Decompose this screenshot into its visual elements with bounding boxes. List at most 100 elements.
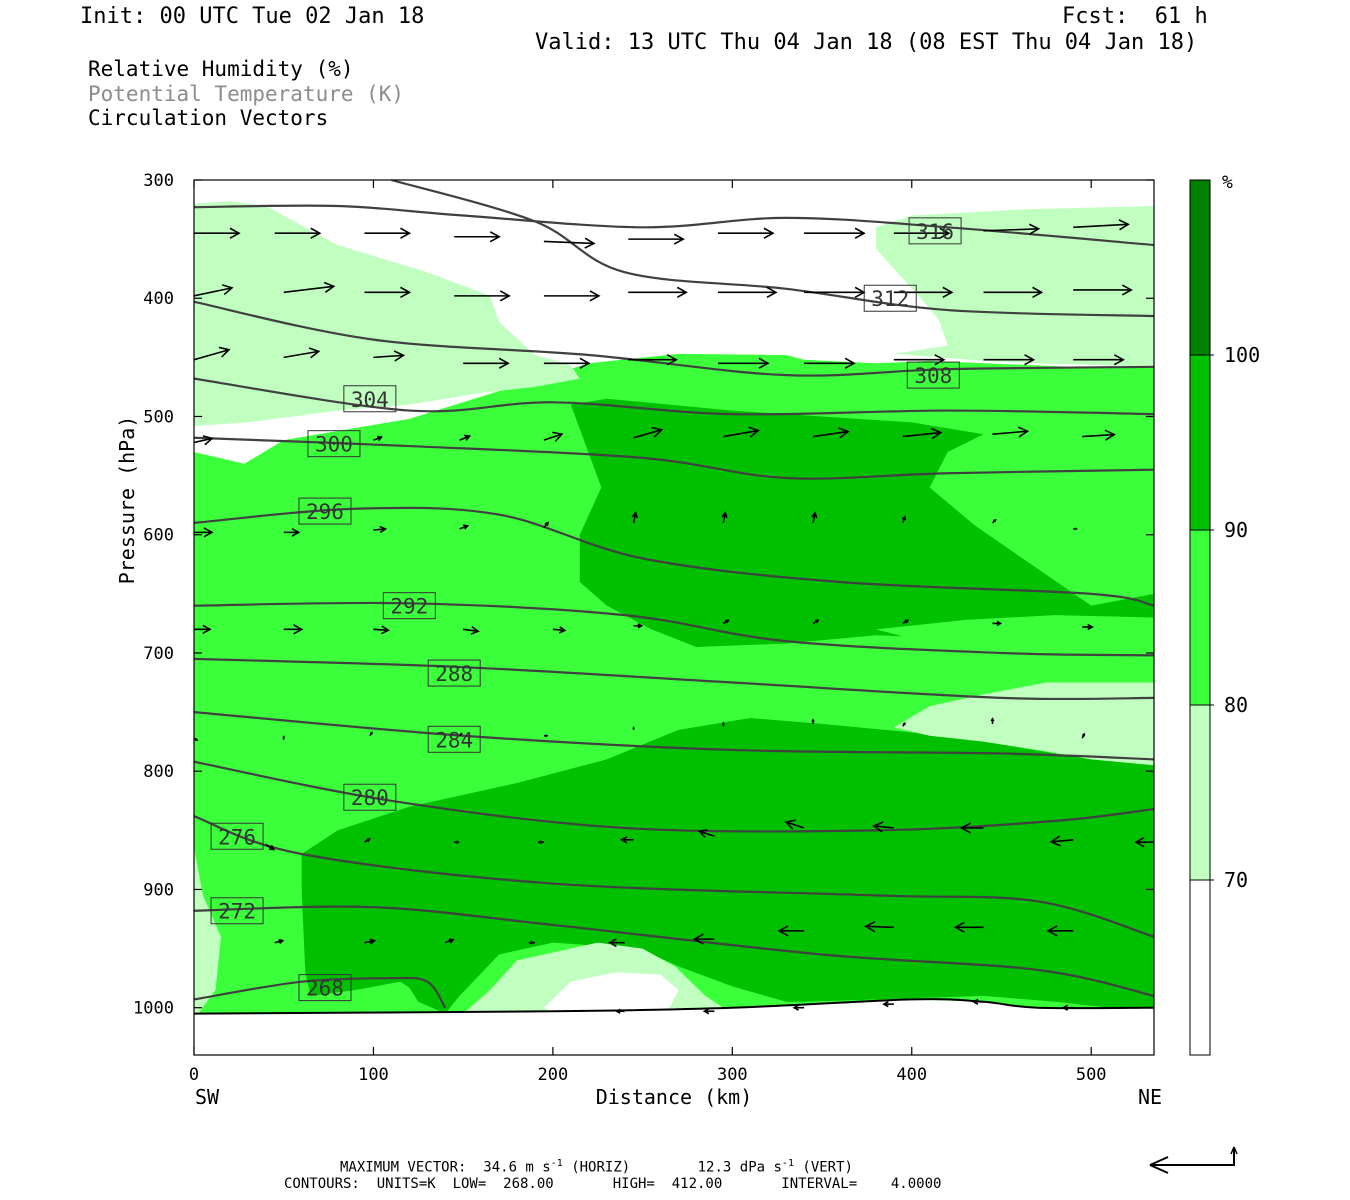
vector-41 bbox=[992, 426, 1030, 438]
vector-45 bbox=[373, 525, 388, 534]
vector-shaft bbox=[865, 925, 894, 929]
vector-40 bbox=[902, 427, 943, 440]
vector-head bbox=[1113, 354, 1125, 366]
y-tick-label: 1000 bbox=[133, 999, 174, 1019]
vector-57 bbox=[463, 626, 480, 635]
init-time-label: Init: 00 UTC Tue 02 Jan 18 bbox=[80, 4, 425, 29]
vector-head bbox=[864, 920, 876, 933]
vector-head bbox=[673, 233, 685, 245]
vector-head bbox=[552, 431, 564, 442]
x-tick-label: 0 bbox=[189, 1065, 199, 1085]
vector-head bbox=[366, 838, 371, 843]
vector-7 bbox=[804, 227, 866, 239]
vector-100 bbox=[882, 1000, 894, 1008]
vector-shaft bbox=[373, 528, 386, 531]
vector-head bbox=[651, 426, 664, 438]
vector-head bbox=[400, 286, 412, 298]
vector-head bbox=[758, 357, 770, 369]
vector-24 bbox=[373, 350, 406, 362]
vector-head bbox=[815, 619, 820, 624]
colorbar-label-90: 90 bbox=[1224, 518, 1248, 542]
vector-28 bbox=[717, 357, 770, 369]
vector-head bbox=[838, 427, 850, 439]
vector-head bbox=[784, 819, 796, 830]
plot-frame bbox=[193, 179, 1155, 1056]
isentrope-292 bbox=[194, 601, 1154, 657]
vector-78 bbox=[454, 840, 460, 844]
vector-86 bbox=[1134, 837, 1154, 848]
colorbar-label-80: 80 bbox=[1224, 693, 1248, 717]
vector-shaft bbox=[463, 628, 479, 633]
vector-shaft bbox=[373, 628, 389, 632]
isentrope-268 bbox=[194, 976, 447, 1009]
vector-head bbox=[1134, 837, 1145, 848]
vector-head bbox=[872, 821, 884, 833]
vector-11 bbox=[194, 284, 234, 297]
vector-shaft bbox=[812, 512, 816, 524]
vector-head bbox=[766, 286, 778, 298]
vector-21 bbox=[1073, 284, 1133, 296]
vector-43 bbox=[194, 527, 214, 538]
vector-head bbox=[537, 840, 542, 845]
rh-title: Relative Humidity (%) bbox=[88, 57, 354, 81]
vector-68 bbox=[459, 732, 463, 737]
vector-98 bbox=[702, 1008, 715, 1015]
vector-shaft bbox=[902, 431, 941, 438]
vector-head bbox=[291, 527, 301, 537]
vector-head bbox=[702, 1008, 710, 1015]
vector-head bbox=[1017, 426, 1030, 438]
vector-49 bbox=[721, 511, 728, 524]
isentrope-label-box-280 bbox=[343, 783, 397, 811]
vector-head bbox=[1081, 732, 1086, 737]
vector-shaft bbox=[1073, 223, 1129, 229]
vector-31 bbox=[983, 354, 1036, 366]
rh-region-80 bbox=[875, 615, 1154, 701]
colorbar-segment-1 bbox=[1190, 355, 1210, 530]
vector-head bbox=[844, 357, 856, 369]
vector-shaft bbox=[632, 512, 637, 524]
vector-8 bbox=[893, 227, 951, 239]
colorbar: 100 90 80 70 bbox=[1189, 179, 1260, 1056]
vector-shaft bbox=[633, 429, 662, 439]
vector-14 bbox=[454, 290, 511, 302]
y-tick-label: 600 bbox=[143, 526, 174, 546]
isentrope-label-box-276 bbox=[210, 822, 264, 850]
vector-head bbox=[792, 1004, 799, 1011]
colorbar-frame bbox=[1189, 179, 1211, 1056]
vector-head bbox=[448, 938, 455, 944]
vector-66 bbox=[282, 735, 286, 741]
vector-76 bbox=[265, 843, 276, 851]
isentrope-272 bbox=[194, 905, 1154, 997]
vector-head bbox=[854, 227, 866, 239]
vector-69 bbox=[543, 734, 549, 738]
vector-shaft bbox=[543, 433, 563, 441]
x-tick-label: 400 bbox=[896, 1065, 927, 1085]
vector-head bbox=[195, 738, 199, 742]
vector-17 bbox=[717, 286, 778, 298]
forecast-hour-label: Fcst: 61 h bbox=[1062, 4, 1208, 29]
vector-79 bbox=[537, 840, 544, 845]
isentrope-label-316: 316 bbox=[916, 220, 954, 244]
vector-29 bbox=[804, 357, 856, 369]
vector-head bbox=[558, 626, 567, 634]
terrain-curve bbox=[194, 998, 1154, 1015]
vector-head bbox=[1087, 623, 1094, 631]
vector-head bbox=[637, 623, 644, 629]
vector-51 bbox=[901, 515, 907, 524]
vector-shaft bbox=[983, 228, 1039, 232]
isentrope-280 bbox=[194, 760, 1154, 833]
vector-shaft bbox=[723, 429, 759, 438]
vector-head bbox=[959, 822, 971, 834]
isentrope-label-312: 312 bbox=[871, 287, 909, 311]
below-ground bbox=[194, 999, 1154, 1055]
vector-head bbox=[203, 527, 214, 538]
vector-head bbox=[777, 925, 789, 937]
vector-head bbox=[463, 524, 470, 530]
vector-12 bbox=[283, 281, 336, 294]
vector-37 bbox=[633, 426, 664, 439]
isentrope-label-276: 276 bbox=[218, 825, 256, 849]
vector-head bbox=[498, 357, 510, 369]
y-tick-label: 700 bbox=[143, 644, 174, 664]
y-tick-label: 400 bbox=[143, 289, 174, 309]
